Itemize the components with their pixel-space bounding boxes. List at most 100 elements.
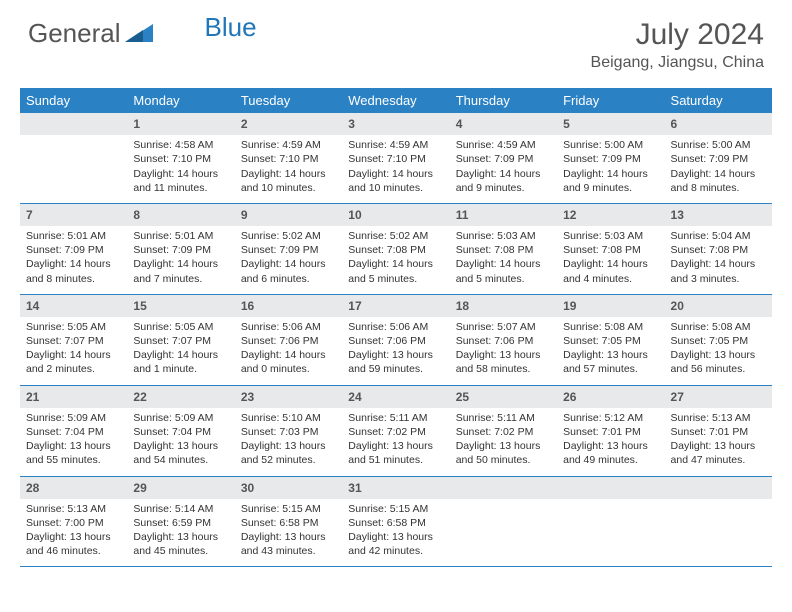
brand-text-2: Blue <box>205 12 257 43</box>
day-number: 20 <box>665 295 772 317</box>
daylight-line: Daylight: 14 hours and 5 minutes. <box>348 257 443 285</box>
sunrise-line: Sunrise: 5:05 AM <box>133 320 228 334</box>
dow-sunday: Sunday <box>20 88 127 113</box>
sunset-line: Sunset: 7:09 PM <box>26 243 121 257</box>
sunrise-line: Sunrise: 5:01 AM <box>133 229 228 243</box>
day-number: 24 <box>342 386 449 408</box>
daylight-line: Daylight: 13 hours and 43 minutes. <box>241 530 336 558</box>
sunrise-line: Sunrise: 5:13 AM <box>671 411 766 425</box>
day-number: 16 <box>235 295 342 317</box>
day-body: Sunrise: 5:09 AMSunset: 7:04 PMDaylight:… <box>20 408 127 476</box>
daylight-line: Daylight: 13 hours and 54 minutes. <box>133 439 228 467</box>
day-cell: 26Sunrise: 5:12 AMSunset: 7:01 PMDayligh… <box>557 386 664 476</box>
sunrise-line: Sunrise: 4:59 AM <box>241 138 336 152</box>
day-cell: 10Sunrise: 5:02 AMSunset: 7:08 PMDayligh… <box>342 204 449 294</box>
sunset-line: Sunset: 7:04 PM <box>133 425 228 439</box>
daylight-line: Daylight: 14 hours and 4 minutes. <box>563 257 658 285</box>
day-body: Sunrise: 5:06 AMSunset: 7:06 PMDaylight:… <box>235 317 342 385</box>
sunrise-line: Sunrise: 5:00 AM <box>563 138 658 152</box>
day-number: 14 <box>20 295 127 317</box>
sunset-line: Sunset: 7:03 PM <box>241 425 336 439</box>
daylight-line: Daylight: 13 hours and 56 minutes. <box>671 348 766 376</box>
page-header: General Blue July 2024 Beigang, Jiangsu,… <box>0 0 792 80</box>
day-body: Sunrise: 5:15 AMSunset: 6:58 PMDaylight:… <box>342 499 449 567</box>
sunrise-line: Sunrise: 5:05 AM <box>26 320 121 334</box>
sunset-line: Sunset: 7:01 PM <box>563 425 658 439</box>
day-number: 23 <box>235 386 342 408</box>
sunrise-line: Sunrise: 5:00 AM <box>671 138 766 152</box>
sunrise-line: Sunrise: 5:11 AM <box>456 411 551 425</box>
calendar-grid: SundayMondayTuesdayWednesdayThursdayFrid… <box>20 88 772 567</box>
week-row: 21Sunrise: 5:09 AMSunset: 7:04 PMDayligh… <box>20 386 772 477</box>
day-body: Sunrise: 5:00 AMSunset: 7:09 PMDaylight:… <box>557 135 664 203</box>
day-body: Sunrise: 5:03 AMSunset: 7:08 PMDaylight:… <box>450 226 557 294</box>
day-body: Sunrise: 5:08 AMSunset: 7:05 PMDaylight:… <box>557 317 664 385</box>
week-row: 1Sunrise: 4:58 AMSunset: 7:10 PMDaylight… <box>20 113 772 204</box>
day-number <box>450 477 557 499</box>
daylight-line: Daylight: 13 hours and 59 minutes. <box>348 348 443 376</box>
day-cell: 18Sunrise: 5:07 AMSunset: 7:06 PMDayligh… <box>450 295 557 385</box>
sunset-line: Sunset: 7:06 PM <box>456 334 551 348</box>
day-cell: 28Sunrise: 5:13 AMSunset: 7:00 PMDayligh… <box>20 477 127 567</box>
day-cell: 29Sunrise: 5:14 AMSunset: 6:59 PMDayligh… <box>127 477 234 567</box>
daylight-line: Daylight: 13 hours and 45 minutes. <box>133 530 228 558</box>
daylight-line: Daylight: 14 hours and 10 minutes. <box>241 167 336 195</box>
day-number: 2 <box>235 113 342 135</box>
day-body: Sunrise: 5:14 AMSunset: 6:59 PMDaylight:… <box>127 499 234 567</box>
day-number: 11 <box>450 204 557 226</box>
day-body: Sunrise: 5:02 AMSunset: 7:09 PMDaylight:… <box>235 226 342 294</box>
sunset-line: Sunset: 7:05 PM <box>671 334 766 348</box>
week-row: 28Sunrise: 5:13 AMSunset: 7:00 PMDayligh… <box>20 477 772 568</box>
day-of-week-header: SundayMondayTuesdayWednesdayThursdayFrid… <box>20 88 772 113</box>
day-number: 9 <box>235 204 342 226</box>
daylight-line: Daylight: 14 hours and 5 minutes. <box>456 257 551 285</box>
day-number: 29 <box>127 477 234 499</box>
sunrise-line: Sunrise: 5:03 AM <box>563 229 658 243</box>
day-body: Sunrise: 5:05 AMSunset: 7:07 PMDaylight:… <box>20 317 127 385</box>
sunrise-line: Sunrise: 5:15 AM <box>348 502 443 516</box>
day-cell: 20Sunrise: 5:08 AMSunset: 7:05 PMDayligh… <box>665 295 772 385</box>
day-number: 8 <box>127 204 234 226</box>
daylight-line: Daylight: 13 hours and 57 minutes. <box>563 348 658 376</box>
sunset-line: Sunset: 7:08 PM <box>348 243 443 257</box>
day-body <box>450 499 557 557</box>
daylight-line: Daylight: 14 hours and 11 minutes. <box>133 167 228 195</box>
daylight-line: Daylight: 13 hours and 52 minutes. <box>241 439 336 467</box>
day-number: 18 <box>450 295 557 317</box>
day-cell: 11Sunrise: 5:03 AMSunset: 7:08 PMDayligh… <box>450 204 557 294</box>
sunset-line: Sunset: 6:58 PM <box>348 516 443 530</box>
sunset-line: Sunset: 7:04 PM <box>26 425 121 439</box>
day-cell: 19Sunrise: 5:08 AMSunset: 7:05 PMDayligh… <box>557 295 664 385</box>
sunrise-line: Sunrise: 5:02 AM <box>241 229 336 243</box>
title-block: July 2024 Beigang, Jiangsu, China <box>591 18 764 72</box>
day-cell: 3Sunrise: 4:59 AMSunset: 7:10 PMDaylight… <box>342 113 449 203</box>
day-cell: 8Sunrise: 5:01 AMSunset: 7:09 PMDaylight… <box>127 204 234 294</box>
daylight-line: Daylight: 14 hours and 10 minutes. <box>348 167 443 195</box>
daylight-line: Daylight: 14 hours and 8 minutes. <box>671 167 766 195</box>
daylight-line: Daylight: 13 hours and 58 minutes. <box>456 348 551 376</box>
daylight-line: Daylight: 13 hours and 42 minutes. <box>348 530 443 558</box>
sunset-line: Sunset: 7:10 PM <box>241 152 336 166</box>
daylight-line: Daylight: 14 hours and 9 minutes. <box>456 167 551 195</box>
dow-saturday: Saturday <box>665 88 772 113</box>
day-cell: 4Sunrise: 4:59 AMSunset: 7:09 PMDaylight… <box>450 113 557 203</box>
day-empty <box>20 113 127 203</box>
day-body <box>557 499 664 557</box>
day-empty <box>557 477 664 567</box>
sunset-line: Sunset: 7:07 PM <box>26 334 121 348</box>
sunset-line: Sunset: 7:09 PM <box>563 152 658 166</box>
daylight-line: Daylight: 14 hours and 2 minutes. <box>26 348 121 376</box>
sunrise-line: Sunrise: 4:59 AM <box>348 138 443 152</box>
sunset-line: Sunset: 7:08 PM <box>563 243 658 257</box>
day-number: 3 <box>342 113 449 135</box>
sunrise-line: Sunrise: 5:11 AM <box>348 411 443 425</box>
day-cell: 25Sunrise: 5:11 AMSunset: 7:02 PMDayligh… <box>450 386 557 476</box>
day-number: 5 <box>557 113 664 135</box>
daylight-line: Daylight: 14 hours and 1 minute. <box>133 348 228 376</box>
sunset-line: Sunset: 7:07 PM <box>133 334 228 348</box>
day-body: Sunrise: 5:05 AMSunset: 7:07 PMDaylight:… <box>127 317 234 385</box>
day-number: 26 <box>557 386 664 408</box>
weeks-container: 1Sunrise: 4:58 AMSunset: 7:10 PMDaylight… <box>20 113 772 567</box>
daylight-line: Daylight: 14 hours and 6 minutes. <box>241 257 336 285</box>
day-cell: 1Sunrise: 4:58 AMSunset: 7:10 PMDaylight… <box>127 113 234 203</box>
